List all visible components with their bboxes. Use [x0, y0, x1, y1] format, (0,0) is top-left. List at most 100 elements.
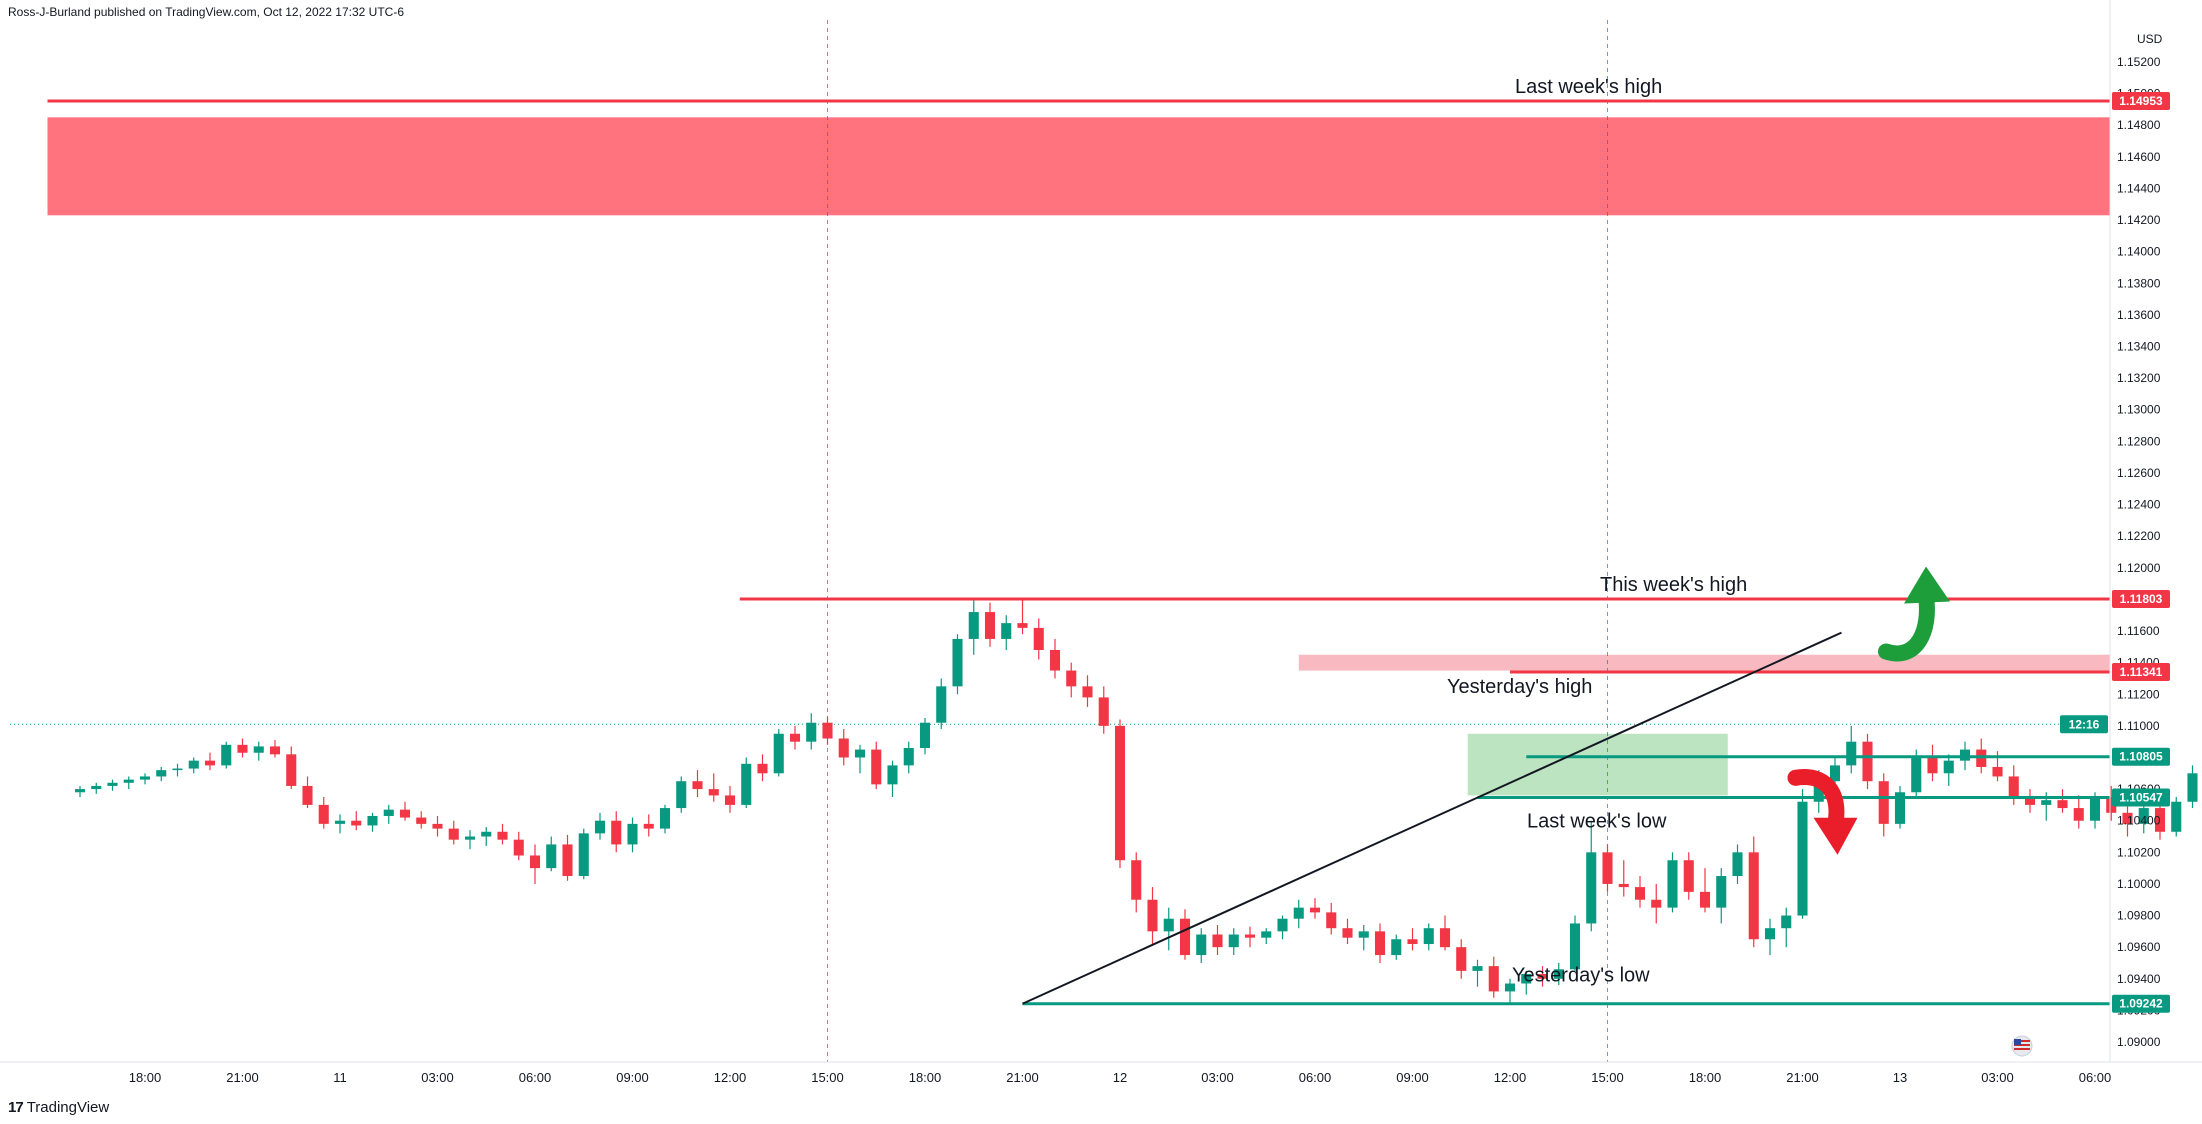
candle	[1488, 956, 1499, 998]
candle-body	[1244, 934, 1256, 938]
candle	[2024, 789, 2036, 813]
time-tick-label: 18:00	[1689, 1070, 1722, 1085]
candle	[513, 831, 524, 861]
price-tick-label: 1.09400	[2117, 972, 2161, 986]
candle-body	[481, 831, 492, 837]
price-badge-bg	[2112, 662, 2170, 681]
candle	[2122, 804, 2133, 837]
price-badge-bg	[2112, 589, 2170, 608]
candle-body	[1147, 899, 1158, 932]
candle-body	[2073, 808, 2084, 821]
candle-body	[1667, 860, 1678, 908]
candle	[594, 812, 606, 840]
candle	[253, 741, 264, 761]
candle	[611, 811, 622, 853]
candle-body	[253, 746, 264, 753]
price-tick-label: 1.13600	[2117, 308, 2161, 322]
candle	[871, 741, 882, 790]
last-weeks-high-badge: 1.14953	[2112, 92, 2170, 111]
price-tick-label: 1.14600	[2117, 150, 2161, 164]
time-tick-label: 21:00	[1006, 1070, 1039, 1085]
last-weeks-low-badge: 1.10547	[2112, 788, 2170, 807]
yesterdays-low-label: Yesterday's low	[1512, 965, 1650, 987]
candle	[74, 785, 86, 797]
candle-body	[1439, 928, 1451, 948]
candle	[123, 776, 134, 790]
candle	[562, 834, 573, 881]
candle-body	[903, 748, 914, 766]
candle	[676, 776, 687, 813]
candle-body	[1309, 907, 1321, 913]
candle	[1342, 918, 1353, 944]
candle	[1569, 915, 1581, 973]
candle	[1066, 662, 1077, 698]
price-badge-text: 1.14953	[2119, 94, 2163, 108]
last-weeks-low-label: Last week's low	[1527, 810, 1667, 832]
candle-body	[1456, 947, 1467, 971]
price-tick-label: 1.10200	[2117, 845, 2161, 859]
price-tick-label: 1.13800	[2117, 276, 2161, 290]
candle	[578, 828, 589, 880]
candle	[1293, 899, 1304, 929]
candle	[708, 773, 719, 802]
time-tick-label: 21:00	[1786, 1070, 1819, 1085]
candle-body	[1342, 928, 1353, 938]
supply-zone-top	[47, 117, 2110, 216]
us-flag-icon	[2011, 1035, 2033, 1057]
candle	[1114, 719, 1126, 869]
candle	[497, 823, 508, 845]
candle-body	[74, 789, 86, 793]
candle-body	[1618, 883, 1629, 888]
arrow-shaft	[1878, 588, 1935, 662]
candle	[1407, 928, 1418, 951]
candle-body	[1066, 670, 1077, 687]
candle-body	[1017, 623, 1028, 628]
candle-body	[107, 782, 118, 786]
candle-body	[221, 744, 232, 766]
candle-body	[318, 804, 329, 824]
candle	[269, 740, 281, 758]
candle	[936, 678, 947, 730]
candle	[1732, 844, 1743, 884]
candle-body	[594, 820, 606, 834]
candle	[481, 827, 492, 846]
candle-body	[1878, 781, 1889, 824]
time-tick-label: 11	[333, 1070, 347, 1085]
candle	[741, 757, 752, 809]
candle-body	[1488, 966, 1499, 992]
candle-body	[919, 722, 931, 748]
candle-body	[1553, 969, 1564, 979]
candle-body	[432, 823, 443, 829]
price-tick-label: 1.12400	[2117, 498, 2161, 512]
candle	[1618, 860, 1629, 897]
candle	[1667, 852, 1678, 913]
annotation-labels-layer: Last week's high This week's high Yesterda…	[1447, 76, 1747, 987]
candle-body	[546, 844, 557, 869]
candle-body	[1196, 934, 1207, 956]
candle-body	[1911, 757, 1922, 793]
candle-body	[854, 749, 866, 758]
candle	[1716, 868, 1727, 924]
candle-body	[1131, 860, 1142, 900]
candle	[1309, 898, 1321, 919]
candle	[529, 844, 541, 884]
candle	[806, 713, 817, 750]
candle-body	[1358, 931, 1369, 938]
candle	[1472, 959, 1483, 987]
trendline	[1022, 631, 1842, 1005]
price-tick-label: 1.11200	[2117, 687, 2160, 701]
tradingview-logo[interactable]: 17 TradingView	[8, 1099, 109, 1116]
candle-body	[1959, 749, 1971, 761]
candle	[1017, 599, 1028, 635]
candle	[1781, 907, 1792, 948]
candle-body	[1033, 627, 1044, 650]
bearish-arrow	[1787, 769, 1858, 855]
candle	[399, 801, 411, 821]
time-tick-label: 15:00	[1591, 1070, 1624, 1085]
candle-body	[1586, 852, 1597, 924]
arrow-head	[1813, 817, 1858, 855]
candle-body	[1894, 792, 1906, 824]
candle	[1244, 926, 1256, 948]
candle-body	[529, 855, 541, 869]
